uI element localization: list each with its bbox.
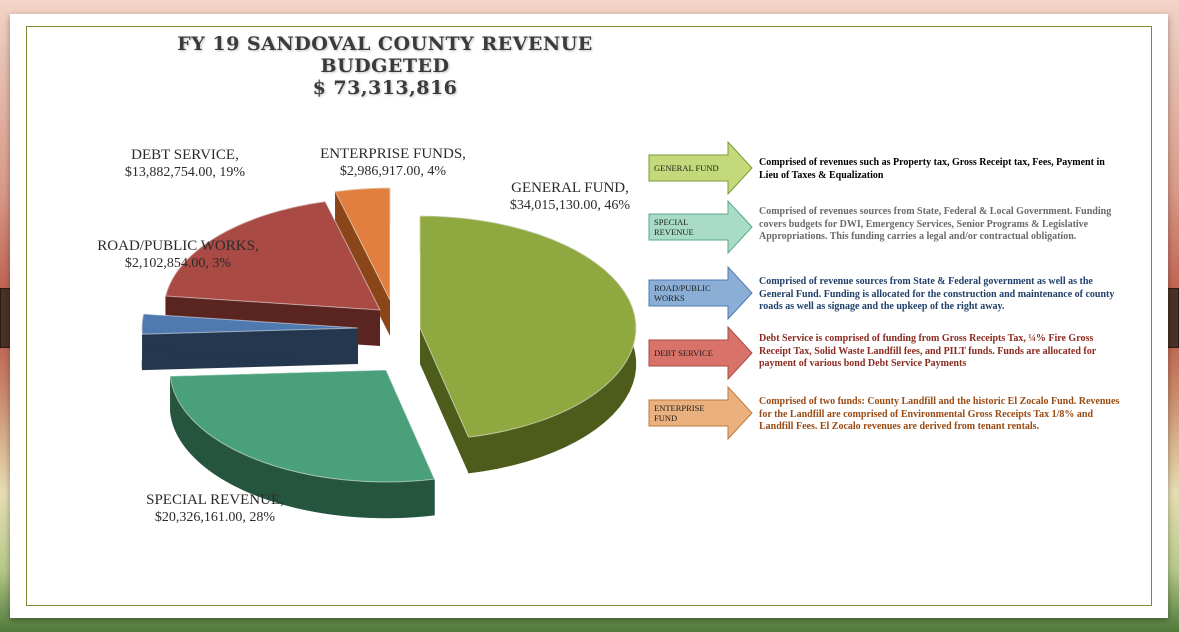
title-line-2: BUDGETED [320, 55, 450, 77]
legend-description: Comprised of revenues such as Property t… [759, 157, 1105, 181]
pie-label-value: $13,882,754.00, 19% [124, 165, 246, 180]
right-arrow-icon [648, 326, 753, 380]
pie-label-value: $34,015,130.00, 46% [509, 198, 631, 213]
right-arrow-icon [648, 266, 753, 320]
arrow-shape: DEBT SERVICE [648, 326, 754, 380]
legend-description: Debt Service is comprised of funding fro… [759, 333, 1097, 369]
legend-label: ENTERPRISE FUND [654, 403, 724, 423]
pie-label-name: DEBT SERVICE, [131, 147, 239, 163]
legend-description: Comprised of revenues sources from State… [759, 206, 1112, 242]
arrow-shape-fill [648, 141, 753, 195]
chart-title: FY 19 SANDOVAL COUNTY REVENUE BUDGETED $… [170, 33, 600, 99]
legend-label-line-1: ENTERPRISE [654, 403, 705, 413]
pie-label-value: $20,326,161.00, 28% [154, 510, 276, 525]
pie-slice-road-public-works [141, 313, 359, 335]
arrow-shape-fill [648, 326, 753, 380]
legend-label-line-1: GENERAL FUND [654, 163, 719, 173]
legend-label-line-2: FUND [654, 413, 678, 423]
pie-slice-debt-service [165, 201, 381, 311]
arrow-shape: ENTERPRISE FUND [648, 386, 754, 440]
pie-slice-general-fund [419, 215, 637, 438]
legend-label-line-1: DEBT SERVICE [654, 348, 713, 358]
legend-label-line-1: SPECIAL [654, 217, 689, 227]
legend-label: ROAD/PUBLIC WORKS [654, 283, 724, 303]
pie-label-enterprise-funds: ENTERPRISE FUNDS, $2,986,917.00, 4% [303, 146, 483, 180]
pie-label-name: GENERAL FUND, [511, 180, 629, 196]
pie-label-value: $2,986,917.00, 4% [339, 164, 447, 179]
arrow-shape: GENERAL FUND [648, 141, 754, 195]
pie-slice-special-revenue [169, 369, 436, 483]
slide-border [26, 26, 1152, 606]
pie-label-general-fund: GENERAL FUND, $34,015,130.00, 46% [480, 180, 660, 214]
pie-label-name: ENTERPRISE FUNDS, [320, 146, 466, 162]
arrow-shape-fill [648, 266, 753, 320]
legend-description: Comprised of two funds: County Landfill … [759, 396, 1120, 432]
right-arrow-icon [648, 200, 753, 254]
pie-label-name: ROAD/PUBLIC WORKS, [97, 238, 259, 254]
arrow-shape-fill [648, 386, 753, 440]
title-line-3: $ 73,313,816 [312, 77, 458, 99]
arrow-shape-fill [648, 200, 753, 254]
pie-label-road-public-works: ROAD/PUBLIC WORKS, $2,102,854.00, 3% [78, 238, 278, 272]
pie-label-debt-service: DEBT SERVICE, $13,882,754.00, 19% [95, 147, 275, 181]
legend-label: SPECIAL REVENUE [654, 217, 724, 237]
right-arrow-icon [648, 141, 753, 195]
right-arrow-icon [648, 386, 753, 440]
arrow-shape: SPECIAL REVENUE [648, 200, 754, 254]
title-line-1: FY 19 SANDOVAL COUNTY REVENUE [177, 33, 593, 55]
legend-label-line-2: WORKS [654, 293, 685, 303]
legend-label-line-2: REVENUE [654, 227, 694, 237]
pie-label-value: $2,102,854.00, 3% [124, 256, 232, 271]
legend-label: DEBT SERVICE [654, 348, 724, 358]
pie-slice-enterprise-funds [334, 187, 391, 301]
arrow-shape: ROAD/PUBLIC WORKS [648, 266, 754, 320]
legend-label: GENERAL FUND [654, 163, 724, 173]
pie-label-name: SPECIAL REVENUE, [146, 492, 284, 508]
pie-wall-general-fund-1 [420, 328, 469, 474]
legend-description: Comprised of revenue sources from State … [759, 276, 1115, 312]
legend-label-line-1: ROAD/PUBLIC [654, 283, 711, 293]
pie-wall-enterprise-funds-0 [335, 191, 390, 336]
pie-label-special-revenue: SPECIAL REVENUE, $20,326,161.00, 28% [125, 492, 305, 526]
